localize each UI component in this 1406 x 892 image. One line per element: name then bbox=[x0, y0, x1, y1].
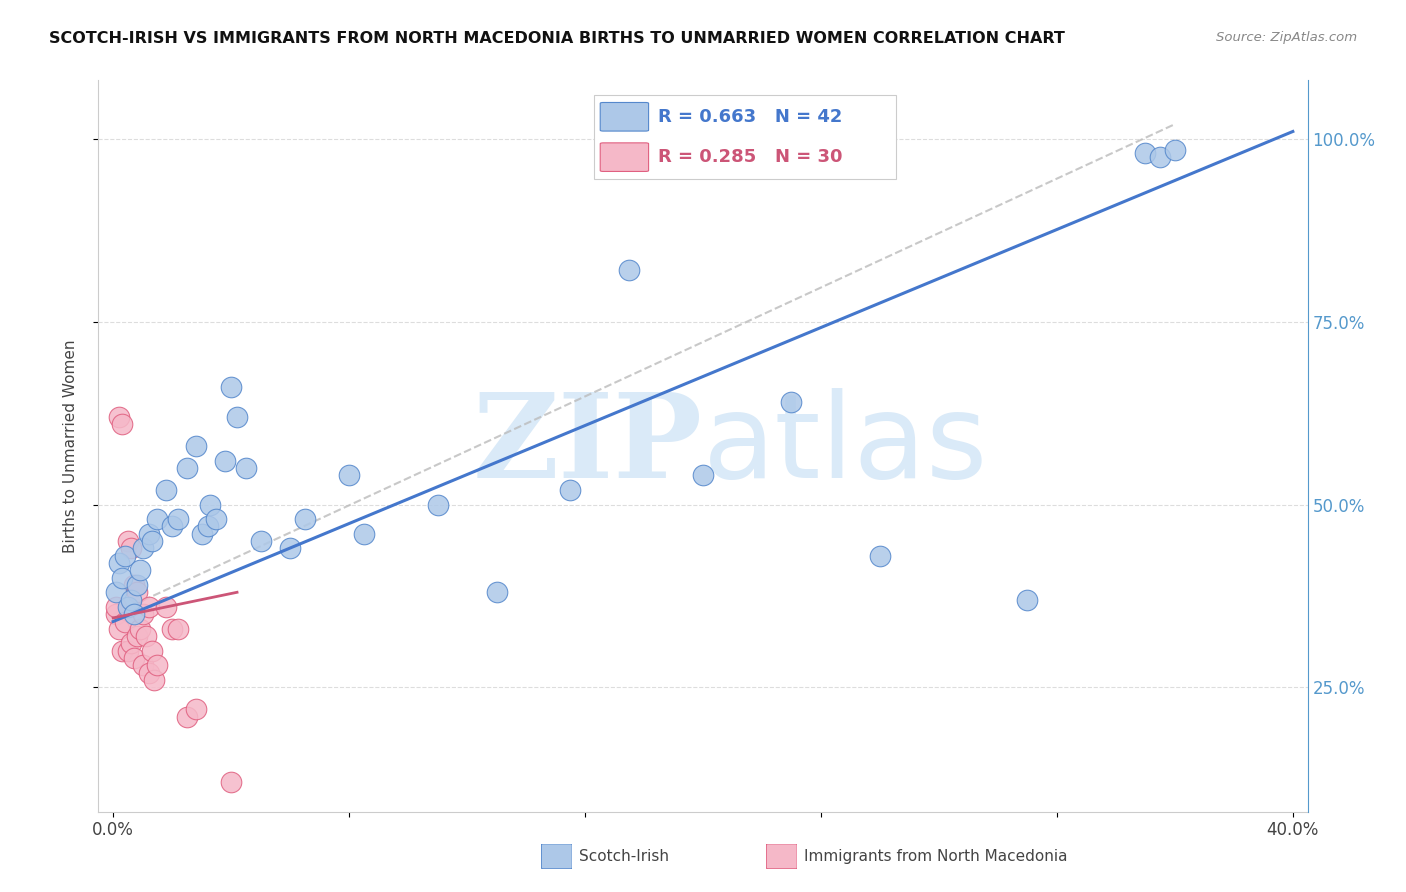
Point bbox=[105, 585, 128, 599]
Point bbox=[120, 541, 142, 556]
Point bbox=[131, 607, 153, 622]
Point bbox=[278, 541, 301, 556]
Point bbox=[120, 636, 142, 650]
Point bbox=[294, 512, 316, 526]
Point bbox=[111, 644, 134, 658]
Point bbox=[1149, 150, 1171, 164]
Point bbox=[160, 519, 183, 533]
Point bbox=[167, 512, 190, 526]
Point bbox=[426, 498, 449, 512]
Point bbox=[108, 556, 131, 570]
Text: Scotch-Irish: Scotch-Irish bbox=[579, 849, 669, 863]
Point bbox=[780, 395, 803, 409]
Point bbox=[184, 439, 207, 453]
Point bbox=[108, 409, 131, 424]
Text: Immigrants from North Macedonia: Immigrants from North Macedonia bbox=[804, 849, 1067, 863]
Point bbox=[146, 658, 169, 673]
Point bbox=[869, 549, 891, 563]
Point bbox=[353, 526, 375, 541]
Point bbox=[125, 578, 148, 592]
Point bbox=[146, 512, 169, 526]
Point bbox=[122, 607, 145, 622]
Point bbox=[176, 461, 198, 475]
Point bbox=[138, 599, 160, 614]
Point bbox=[117, 644, 139, 658]
Point bbox=[128, 622, 150, 636]
Point bbox=[131, 658, 153, 673]
Point bbox=[120, 592, 142, 607]
Point bbox=[122, 651, 145, 665]
Point bbox=[105, 599, 128, 614]
Point bbox=[117, 599, 139, 614]
Point bbox=[141, 534, 163, 549]
Point bbox=[1135, 146, 1157, 161]
Point bbox=[226, 409, 249, 424]
Point bbox=[111, 417, 134, 431]
Point bbox=[200, 498, 222, 512]
Point bbox=[131, 541, 153, 556]
Point bbox=[1164, 143, 1187, 157]
Point bbox=[138, 526, 160, 541]
Point bbox=[167, 622, 190, 636]
Point bbox=[141, 644, 163, 658]
Point bbox=[108, 622, 131, 636]
Point bbox=[155, 599, 177, 614]
Point bbox=[117, 534, 139, 549]
Point bbox=[219, 775, 242, 789]
Text: ZIP: ZIP bbox=[472, 389, 703, 503]
Point bbox=[214, 453, 236, 467]
Point bbox=[143, 673, 166, 687]
Point bbox=[692, 468, 714, 483]
Point bbox=[155, 483, 177, 497]
Point bbox=[619, 263, 641, 277]
Point bbox=[114, 615, 136, 629]
Y-axis label: Births to Unmarried Women: Births to Unmarried Women bbox=[63, 339, 77, 553]
Point bbox=[122, 578, 145, 592]
Point bbox=[190, 526, 212, 541]
Point bbox=[176, 709, 198, 723]
Point bbox=[128, 563, 150, 577]
FancyBboxPatch shape bbox=[766, 844, 797, 869]
Point bbox=[1017, 592, 1039, 607]
Point bbox=[219, 380, 242, 394]
Point bbox=[485, 585, 508, 599]
Point bbox=[135, 629, 157, 643]
Point bbox=[138, 665, 160, 680]
Point bbox=[205, 512, 228, 526]
Point bbox=[105, 607, 128, 622]
Text: SCOTCH-IRISH VS IMMIGRANTS FROM NORTH MACEDONIA BIRTHS TO UNMARRIED WOMEN CORREL: SCOTCH-IRISH VS IMMIGRANTS FROM NORTH MA… bbox=[49, 31, 1066, 46]
Point bbox=[337, 468, 360, 483]
Text: Source: ZipAtlas.com: Source: ZipAtlas.com bbox=[1216, 31, 1357, 45]
Point bbox=[560, 483, 582, 497]
Point bbox=[197, 519, 219, 533]
Text: atlas: atlas bbox=[703, 389, 988, 503]
Point bbox=[184, 702, 207, 716]
Point bbox=[114, 549, 136, 563]
Point bbox=[160, 622, 183, 636]
Point bbox=[125, 629, 148, 643]
Point bbox=[249, 534, 271, 549]
FancyBboxPatch shape bbox=[541, 844, 572, 869]
Point bbox=[125, 585, 148, 599]
Point bbox=[235, 461, 257, 475]
Point bbox=[111, 571, 134, 585]
